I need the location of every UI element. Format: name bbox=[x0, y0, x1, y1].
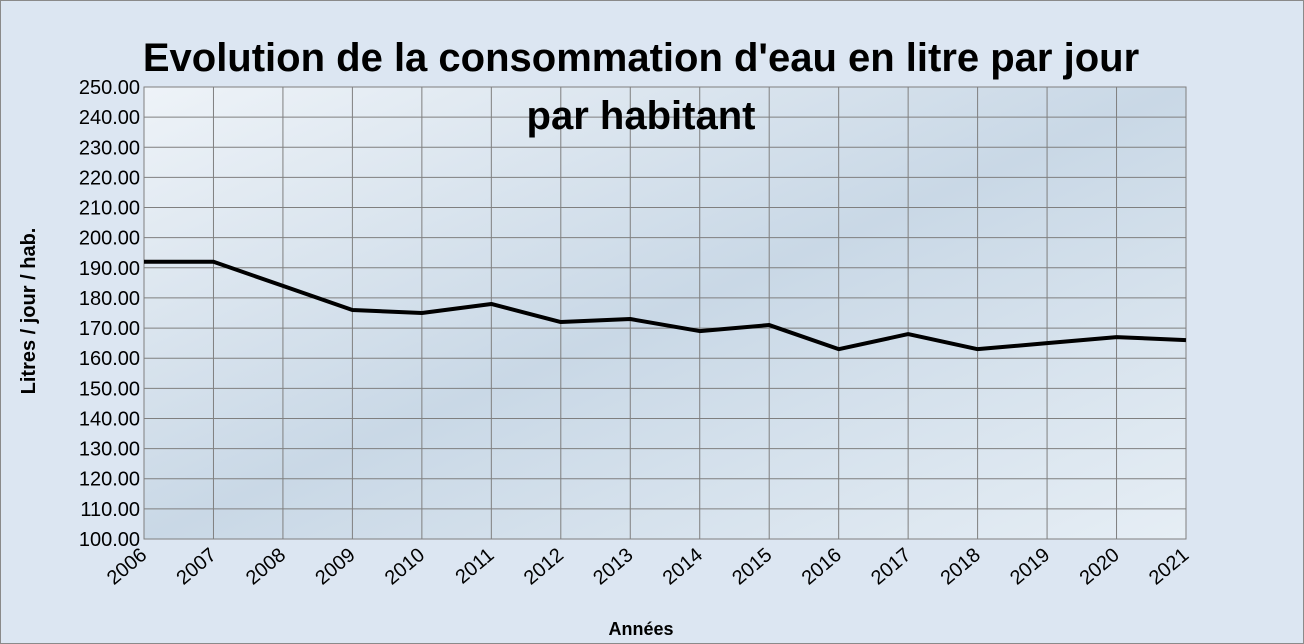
y-tick-label: 150.00 bbox=[79, 378, 140, 400]
x-tick-label: 2019 bbox=[1006, 544, 1054, 589]
chart-title: Evolution de la consommation d'eau en li… bbox=[142, 36, 1140, 138]
y-tick-label: 110.00 bbox=[80, 499, 140, 521]
x-tick-label: 2012 bbox=[520, 544, 568, 589]
x-tick-label: 2010 bbox=[381, 544, 429, 589]
y-tick-label: 120.00 bbox=[79, 469, 140, 491]
x-tick-label: 2011 bbox=[451, 544, 498, 589]
plot-border bbox=[143, 86, 1187, 540]
plot-area bbox=[144, 87, 1186, 539]
x-tick-label: 2021 bbox=[1145, 544, 1193, 589]
line-series bbox=[144, 259, 1187, 352]
y-tick-label: 240.00 bbox=[79, 107, 140, 129]
x-tick-label: 2008 bbox=[242, 544, 290, 589]
x-tick-label: 2014 bbox=[659, 544, 707, 589]
x-tick-label: 2020 bbox=[1076, 544, 1124, 589]
x-tick-label: 2013 bbox=[589, 544, 637, 589]
y-tick-label: 250.00 bbox=[79, 77, 140, 99]
x-tick-label: 2017 bbox=[867, 544, 915, 589]
y-tick-label: 170.00 bbox=[79, 318, 140, 340]
x-tick-label: 2015 bbox=[728, 544, 776, 589]
x-tick-label: 2009 bbox=[311, 544, 359, 589]
y-tick-label: 220.00 bbox=[79, 167, 140, 189]
x-tick-label: 2018 bbox=[937, 544, 985, 589]
y-tick-label: 180.00 bbox=[79, 288, 140, 310]
y-tick-label: 140.00 bbox=[79, 408, 140, 430]
x-tick-label: 2007 bbox=[172, 544, 220, 589]
x-tick-label: 2016 bbox=[798, 544, 846, 589]
y-tick-label: 190.00 bbox=[79, 258, 140, 280]
y-tick-label: 100.00 bbox=[79, 529, 140, 551]
y-tick-label: 200.00 bbox=[79, 228, 140, 250]
y-axis-title: Litres / jour / hab. bbox=[18, 228, 40, 395]
y-tick-label: 130.00 bbox=[79, 439, 140, 461]
y-tick-label: 210.00 bbox=[79, 198, 140, 220]
x-axis-title: Années bbox=[608, 619, 673, 639]
y-tick-label: 230.00 bbox=[79, 137, 140, 159]
y-tick-label: 160.00 bbox=[79, 348, 140, 370]
